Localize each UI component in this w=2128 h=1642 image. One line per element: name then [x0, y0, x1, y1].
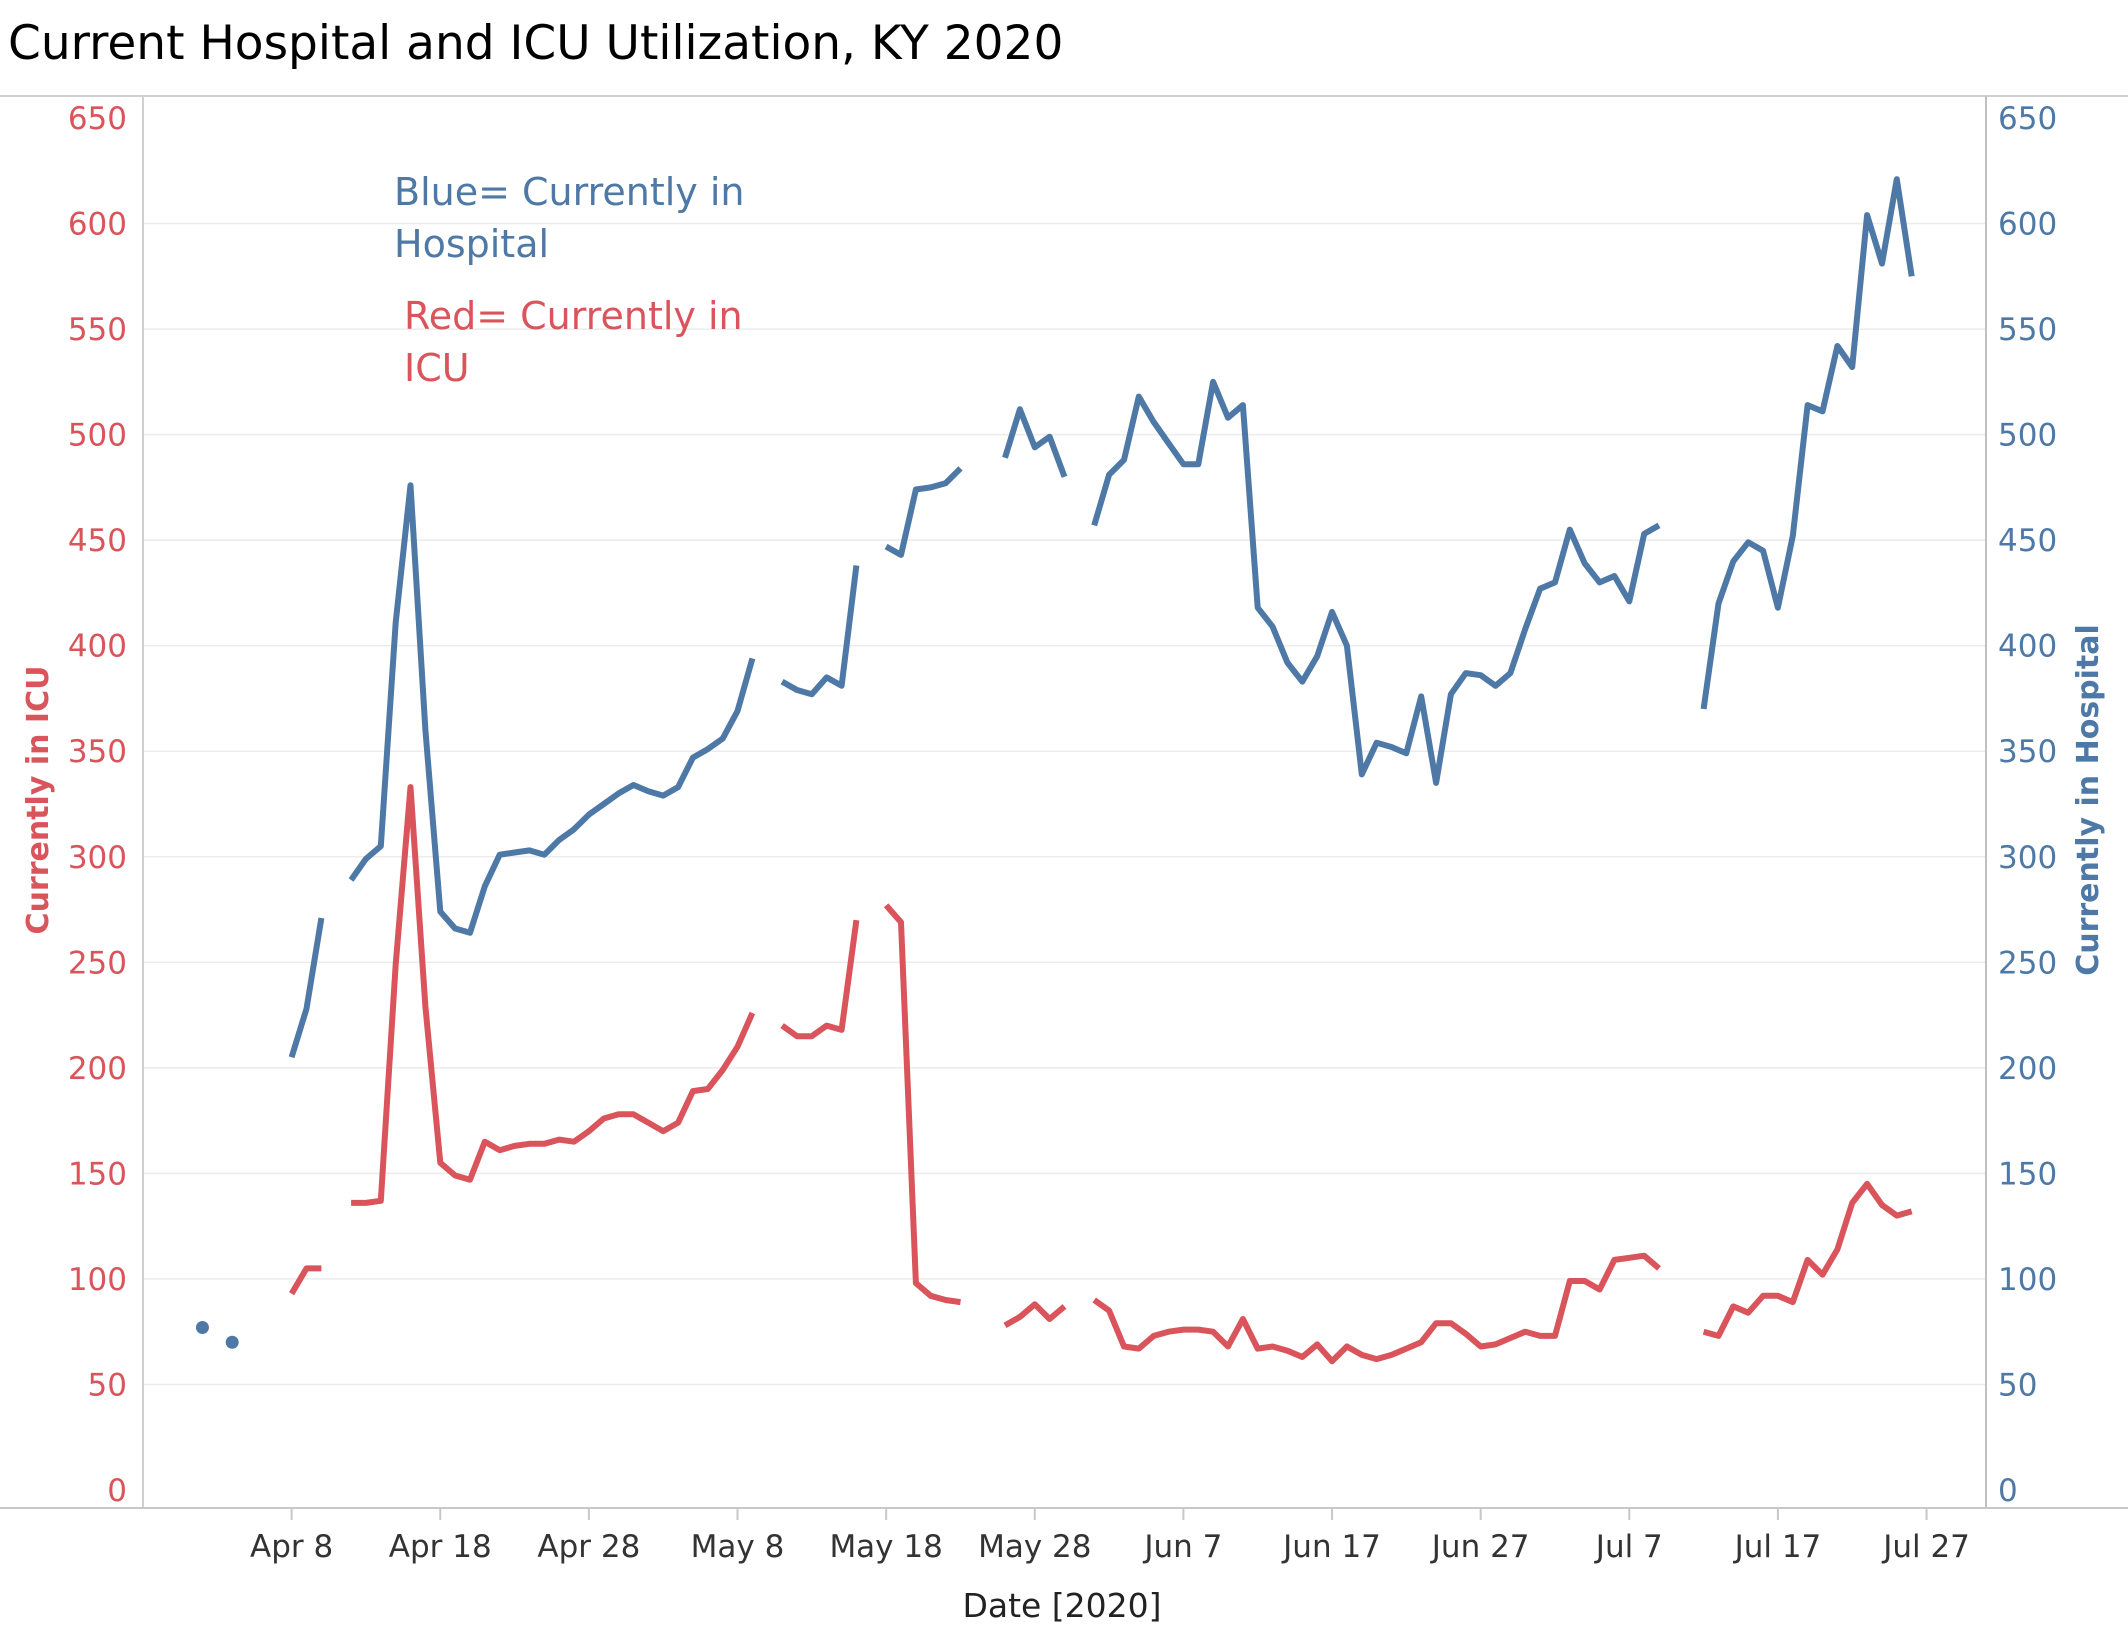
data-point	[225, 1335, 239, 1349]
x-tick-label: Jun 27	[1430, 1529, 1530, 1565]
left-tick-label: 450	[68, 523, 127, 559]
series-line	[1091, 378, 1661, 786]
series-line	[883, 903, 961, 1306]
right-tick-label: 0	[1998, 1473, 2018, 1509]
right-tick-label: 150	[1998, 1156, 2057, 1192]
left-tick-label: 0	[107, 1473, 127, 1509]
x-tick-label: Jul 27	[1881, 1529, 1970, 1565]
right-tick-label: 550	[1998, 312, 2057, 348]
series-lines	[195, 176, 1915, 1365]
x-tick-label: Jun 7	[1142, 1529, 1222, 1565]
left-tick-label: 50	[88, 1367, 127, 1403]
left-tick-label: 500	[68, 418, 127, 454]
chart-title: Current Hospital and ICU Utilization, KY…	[8, 16, 1064, 71]
series-line	[780, 919, 860, 1040]
left-tick-label: 600	[68, 207, 127, 243]
left-tick-label: 200	[68, 1051, 127, 1087]
x-axis-label: Date [2020]	[962, 1586, 1161, 1625]
series-line	[289, 1265, 322, 1296]
x-tick-label: Apr 28	[537, 1529, 640, 1565]
data-point	[195, 1320, 209, 1334]
right-tick-label: 200	[1998, 1051, 2057, 1087]
right-tick-label: 300	[1998, 840, 2057, 876]
series-line	[1002, 406, 1068, 478]
right-tick-label: 250	[1998, 945, 2057, 981]
right-tick-label: 450	[1998, 523, 2057, 559]
left-axis-label: Currently in ICU	[21, 666, 56, 935]
right-tick-label: 600	[1998, 207, 2057, 243]
left-tick-label: 650	[68, 101, 127, 137]
series-line	[1092, 1252, 1661, 1365]
left-tick-label: 100	[68, 1262, 127, 1298]
annotation-text: Red= Currently in	[404, 294, 743, 338]
axes: 0 0 50 50 100 100 150 150 200 200 250 250 300 300 350 3…	[0, 95, 2128, 1565]
right-tick-label: 50	[1998, 1367, 2037, 1403]
left-tick-label: 150	[68, 1156, 127, 1192]
series-line	[780, 565, 860, 698]
left-tick-label: 300	[68, 840, 127, 876]
right-tick-label: 650	[1998, 101, 2057, 137]
annotations: Blue= Currently in Hospital Red= Currently…	[394, 170, 745, 390]
series-line	[351, 784, 756, 1206]
left-tick-label: 550	[68, 312, 127, 348]
series-line	[1003, 1301, 1067, 1329]
annotation-text: ICU	[404, 346, 470, 390]
icu-series	[289, 784, 1913, 1365]
hospital-series	[195, 176, 1915, 1349]
x-tick-label: Jul 7	[1594, 1529, 1663, 1565]
right-tick-label: 500	[1998, 418, 2057, 454]
right-tick-label: 350	[1998, 734, 2057, 770]
annotation-text: Hospital	[394, 222, 549, 266]
left-tick-label: 350	[68, 734, 127, 770]
series-line	[1700, 176, 1915, 710]
annotation-text: Blue= Currently in	[394, 170, 745, 214]
right-axis-label: Currently in Hospital	[2071, 624, 2106, 976]
series-line	[348, 482, 756, 936]
right-tick-label: 400	[1998, 629, 2057, 665]
left-tick-label: 250	[68, 945, 127, 981]
x-tick-label: Jun 17	[1281, 1529, 1381, 1565]
x-tick-label: Apr 8	[250, 1529, 333, 1565]
x-tick-label: Jul 17	[1733, 1529, 1822, 1565]
series-line	[1702, 1180, 1913, 1339]
series-line	[288, 917, 325, 1059]
x-tick-label: May 18	[829, 1529, 942, 1565]
right-tick-label: 100	[1998, 1262, 2057, 1298]
x-tick-label: May 8	[691, 1529, 785, 1565]
x-tick-label: Apr 18	[389, 1529, 492, 1565]
gridlines	[143, 222, 1986, 1386]
x-tick-label: May 28	[978, 1529, 1091, 1565]
left-tick-label: 400	[68, 629, 127, 665]
series-line	[884, 466, 963, 558]
